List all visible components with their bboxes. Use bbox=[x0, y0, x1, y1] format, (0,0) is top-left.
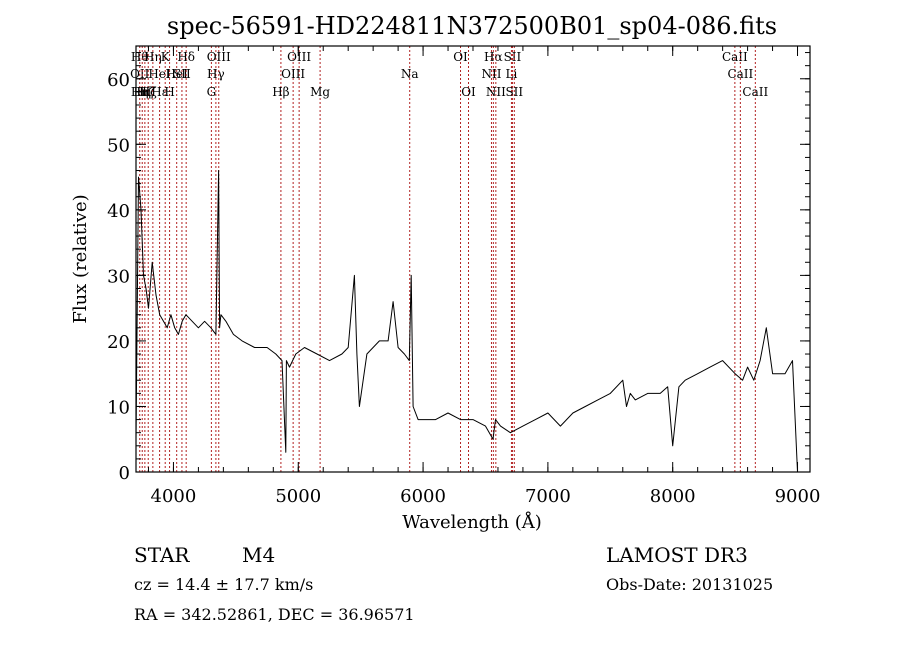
line-marker-label: OIII bbox=[287, 50, 311, 64]
x-tick-label: 7000 bbox=[525, 486, 571, 507]
line-marker-label: CaII bbox=[742, 85, 768, 99]
line-marker-label: Hη bbox=[133, 85, 151, 99]
line-marker-label: OIII bbox=[281, 67, 305, 81]
line-marker-label: CaII bbox=[727, 67, 753, 81]
x-axis-label: Wavelength (Å) bbox=[402, 511, 542, 533]
survey-name: LAMOST DR3 bbox=[606, 543, 748, 567]
line-marker-label: NII bbox=[486, 85, 506, 99]
line-marker-label: Li bbox=[506, 67, 518, 81]
x-tick-label: 6000 bbox=[400, 486, 446, 507]
object-class: STAR bbox=[134, 543, 190, 567]
spectrum-line bbox=[135, 170, 798, 473]
line-marker-label: Hδ bbox=[177, 50, 195, 64]
line-marker-label: NII bbox=[481, 67, 501, 81]
line-marker-label: OI bbox=[461, 85, 476, 99]
y-tick-label: 60 bbox=[107, 70, 130, 91]
line-marker-label: SII bbox=[173, 67, 191, 81]
line-marker-label: SII bbox=[504, 50, 522, 64]
x-tick-label: 4000 bbox=[151, 486, 197, 507]
line-marker-label: OI bbox=[453, 50, 468, 64]
line-markers: HθOIIHηHηHζHζHηHeIHεKHHeISIIHδGHγOIIIHβO… bbox=[130, 46, 768, 472]
line-marker-label: Hα bbox=[484, 50, 503, 64]
x-tick-label: 5000 bbox=[275, 486, 321, 507]
line-marker-label: Na bbox=[401, 67, 419, 81]
line-marker-label: CaII bbox=[722, 50, 748, 64]
axes: 4000 5000 6000 7000 8000 9000 0 10 20 30 40 50 60 bbox=[107, 46, 820, 507]
line-marker-label: K bbox=[161, 50, 171, 64]
chart-title: spec-56591-HD224811N372500B01_sp04-086.f… bbox=[167, 12, 777, 40]
line-marker-label: G bbox=[207, 85, 217, 99]
redshift-velocity: cz = 14.4 ± 17.7 km/s bbox=[134, 575, 313, 594]
y-tick-label: 30 bbox=[107, 266, 130, 287]
y-tick-label: 50 bbox=[107, 135, 130, 156]
line-marker-label: Hη bbox=[144, 50, 162, 64]
line-marker-label: Hβ bbox=[272, 85, 289, 99]
line-marker-label: Hζ bbox=[136, 85, 153, 99]
y-tick-label: 40 bbox=[107, 201, 130, 222]
line-marker-label: HeI bbox=[166, 67, 189, 81]
line-marker-label: H bbox=[164, 85, 174, 99]
series-layer bbox=[135, 170, 798, 473]
x-tick-label: 9000 bbox=[775, 486, 821, 507]
y-tick-label: 10 bbox=[107, 397, 130, 418]
x-tick-label: 8000 bbox=[650, 486, 696, 507]
line-marker-label: Mg bbox=[310, 85, 330, 99]
y-tick-label: 20 bbox=[107, 332, 130, 353]
line-marker-label: Hθ bbox=[131, 50, 149, 64]
line-marker-label: SII bbox=[505, 85, 523, 99]
object-subclass: M4 bbox=[242, 543, 275, 567]
line-marker-label: OIII bbox=[207, 50, 231, 64]
plot-frame bbox=[135, 45, 811, 473]
line-marker-label: Hε bbox=[151, 85, 168, 99]
coordinates: RA = 342.52861, DEC = 36.96571 bbox=[134, 605, 415, 624]
line-marker-label: Hγ bbox=[207, 67, 225, 81]
observation-date: Obs-Date: 20131025 bbox=[606, 575, 773, 594]
y-tick-label: 0 bbox=[119, 463, 130, 484]
y-axis-label: Flux (relative) bbox=[70, 194, 91, 323]
